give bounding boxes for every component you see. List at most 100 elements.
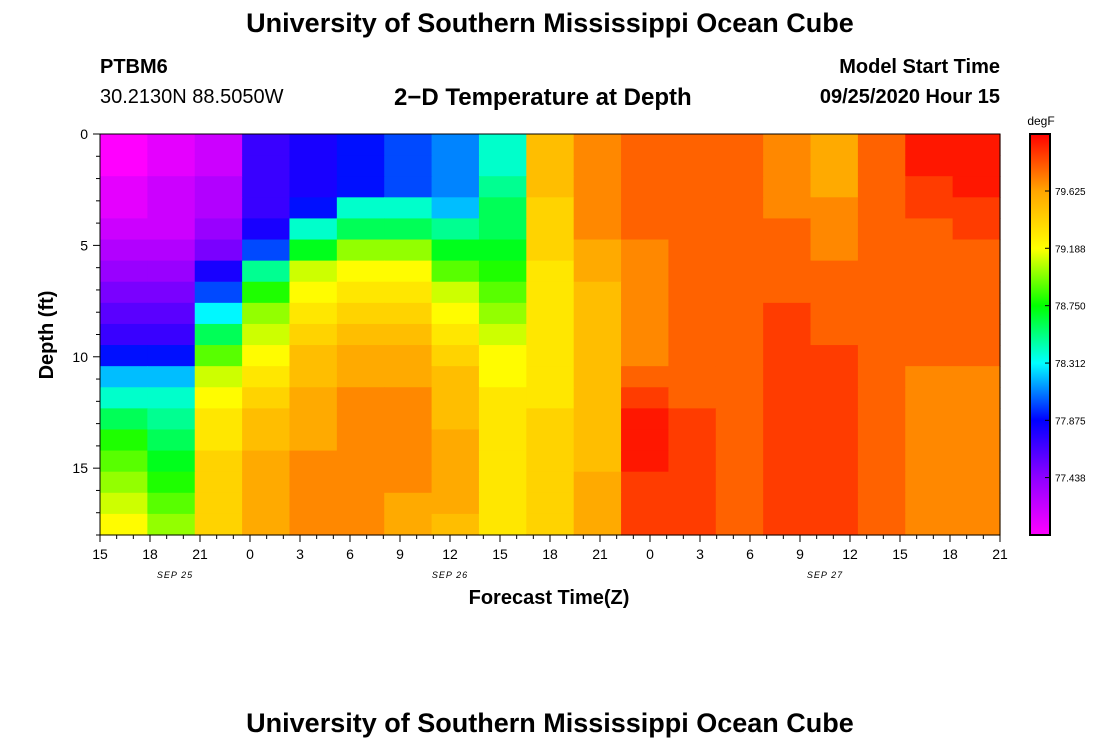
heatmap-cell (810, 134, 859, 156)
heatmap-cell (668, 450, 717, 473)
heatmap-cell (715, 302, 764, 325)
heatmap-cell (478, 302, 527, 325)
y-tick-label: 0 (80, 126, 88, 142)
heatmap-cell (242, 408, 291, 431)
heatmap-cell (621, 492, 670, 515)
heatmap-cell (668, 197, 717, 220)
heatmap-cell (857, 323, 906, 346)
heatmap-cell (242, 197, 291, 220)
heatmap-cell (621, 239, 670, 262)
heatmap-cell (431, 176, 480, 198)
heatmap-cell (763, 408, 812, 431)
heatmap-cell (526, 345, 575, 367)
heatmap-cell (715, 513, 764, 536)
heatmap-cell (715, 387, 764, 409)
heatmap-cell (763, 134, 812, 156)
heatmap-cell (952, 239, 1001, 262)
heatmap-cell (242, 471, 291, 494)
heatmap-cell (384, 323, 433, 346)
x-tick-label: 0 (246, 546, 254, 562)
heatmap-cell (100, 450, 148, 473)
heatmap-cell (573, 260, 622, 283)
heatmap-cell (289, 408, 338, 431)
heatmap-cell (478, 155, 527, 177)
heatmap-cell (242, 366, 291, 388)
heatmap-cell (905, 218, 954, 241)
heatmap-cell (668, 302, 717, 325)
heatmap-cell (336, 366, 385, 388)
heatmap-cell (715, 323, 764, 346)
y-tick-label: 10 (72, 349, 88, 365)
heatmap-cell (573, 345, 622, 367)
station-id: PTBM6 (100, 56, 168, 78)
colorbar-gradient (1029, 133, 1051, 536)
plot-title: 2−D Temperature at Depth (394, 84, 692, 111)
heatmap-cell (478, 239, 527, 262)
heatmap-cell (194, 345, 243, 367)
heatmap-cell (905, 260, 954, 283)
heatmap-cell (431, 429, 480, 452)
heatmap-cell (526, 155, 575, 177)
heatmap-cell (384, 492, 433, 515)
x-tick-label: 12 (842, 546, 858, 562)
heatmap-cell (526, 450, 575, 473)
heatmap-cell (621, 513, 670, 536)
heatmap-cell (194, 155, 243, 177)
heatmap-cell (526, 429, 575, 452)
heatmap-cell (194, 239, 243, 262)
x-tick-label: 9 (796, 546, 804, 562)
heatmap-cell (621, 387, 670, 409)
heatmap-cell (715, 471, 764, 494)
heatmap-cell (526, 513, 575, 536)
heatmap-cell (621, 323, 670, 346)
heatmap-cell (668, 134, 717, 156)
heatmap-cell (194, 260, 243, 283)
heatmap-cell (905, 134, 954, 156)
heatmap-cell (668, 323, 717, 346)
heatmap-cell (905, 155, 954, 177)
heatmap-cell (857, 281, 906, 304)
heatmap-cell (478, 134, 527, 156)
heatmap-cell (715, 408, 764, 431)
heatmap-cell (763, 302, 812, 325)
heatmap-cell (289, 513, 338, 536)
heatmap-cell (668, 366, 717, 388)
y-tick-label: 15 (72, 460, 88, 476)
heatmap-cell (384, 281, 433, 304)
heatmap-cell (194, 408, 243, 431)
heatmap-cell (384, 429, 433, 452)
footer-title: University of Southern Mississippi Ocean… (246, 708, 854, 738)
heatmap-cell (289, 492, 338, 515)
heatmap-cell (905, 345, 954, 367)
model-start-label: Model Start Time (839, 56, 1000, 78)
heatmap-cell (573, 471, 622, 494)
heatmap-cell (715, 366, 764, 388)
heatmap-cell (194, 281, 243, 304)
colorbar-tick-label: 78.750 (1055, 302, 1086, 313)
heatmap-cell (857, 155, 906, 177)
heatmap-cell (573, 239, 622, 262)
heatmap-cell (526, 197, 575, 220)
heatmap-cell (621, 345, 670, 367)
heatmap-cell (336, 155, 385, 177)
heatmap-cell (384, 302, 433, 325)
x-tick-label: 3 (296, 546, 304, 562)
heatmap-cell (147, 366, 196, 388)
heatmap-cell (336, 387, 385, 409)
heatmap-cell (194, 176, 243, 198)
heatmap-cell (905, 408, 954, 431)
heatmap-cell (810, 492, 859, 515)
heatmap-cell (573, 323, 622, 346)
heatmap-cell (857, 408, 906, 431)
heatmap-cell (905, 513, 954, 536)
heatmap-cells (100, 134, 1001, 536)
heatmap-cell (384, 408, 433, 431)
heatmap-cell (147, 408, 196, 431)
heatmap-cell (526, 387, 575, 409)
x-tick-label: 15 (492, 546, 508, 562)
heatmap-cell (431, 408, 480, 431)
x-tick-label: 6 (746, 546, 754, 562)
heatmap-cell (194, 366, 243, 388)
heatmap-cell (336, 471, 385, 494)
